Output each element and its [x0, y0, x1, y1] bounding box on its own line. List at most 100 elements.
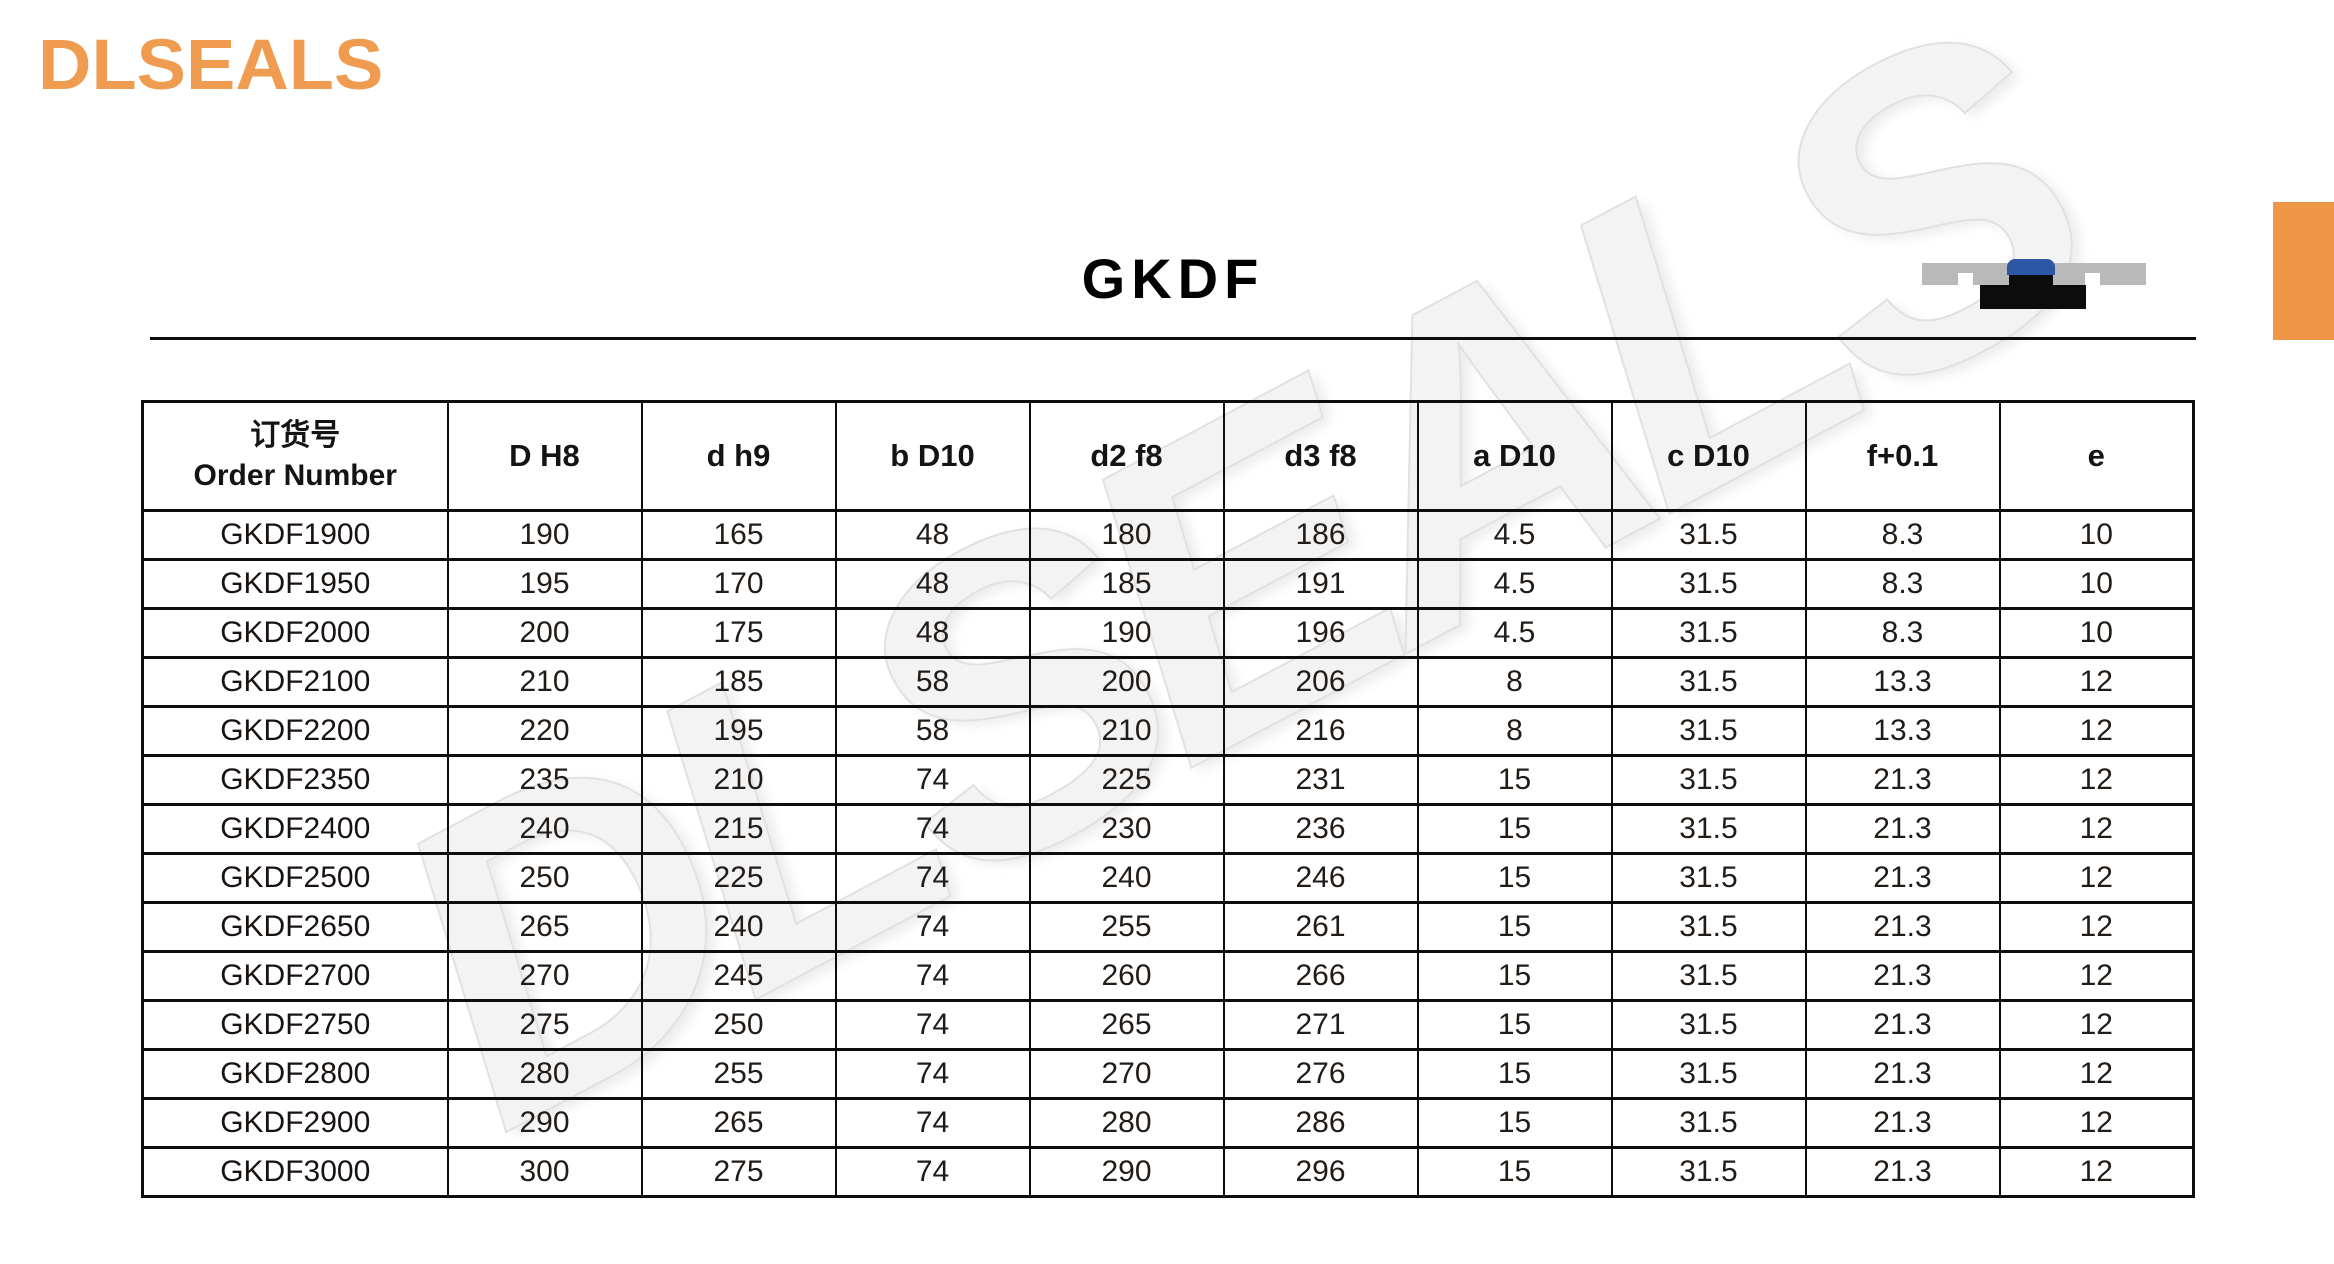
order-cell: GKDF2750	[141, 999, 449, 1051]
value-cell: 31.5	[1610, 852, 1807, 904]
value-cell: 230	[1028, 803, 1225, 855]
table-row-gkdf2900: GKDF2900 290 265 74 280 286 15 31.5 21.3 12	[141, 1097, 2195, 1149]
table-row-gkdf2700: GKDF2700 270 245 74 260 266 15 31.5 21.3 12	[141, 950, 2195, 1002]
value-cell: 31.5	[1610, 558, 1807, 610]
value-cell: 21.3	[1804, 1048, 2001, 1100]
value-cell: 15	[1416, 1146, 1613, 1198]
value-cell: 48	[834, 558, 1031, 610]
order-cell: GKDF2700	[141, 950, 449, 1002]
value-cell: 31.5	[1610, 950, 1807, 1002]
value-cell: 31.5	[1610, 607, 1807, 659]
value-cell: 260	[1028, 950, 1225, 1002]
value-cell: 31.5	[1610, 705, 1807, 757]
value-cell: 21.3	[1804, 901, 2001, 953]
value-cell: 74	[834, 803, 1031, 855]
value-cell: 275	[640, 1146, 837, 1198]
value-cell: 8.3	[1804, 509, 2001, 561]
column-header-d-h9: d h9	[640, 400, 837, 512]
value-cell: 15	[1416, 1097, 1613, 1149]
value-cell: 10	[1998, 607, 2195, 659]
diagram-seal-body	[1980, 285, 2086, 309]
value-cell: 15	[1416, 852, 1613, 904]
value-cell: 165	[640, 509, 837, 561]
value-cell: 21.3	[1804, 852, 2001, 904]
value-cell: 180	[1028, 509, 1225, 561]
value-cell: 13.3	[1804, 656, 2001, 708]
value-cell: 21.3	[1804, 1097, 2001, 1149]
order-cell: GKDF1950	[141, 558, 449, 610]
value-cell: 195	[446, 558, 643, 610]
value-cell: 58	[834, 656, 1031, 708]
value-cell: 276	[1222, 1048, 1419, 1100]
column-header-a-d10: a D10	[1416, 400, 1613, 512]
column-header-d-h8: D H8	[446, 400, 643, 512]
value-cell: 12	[1998, 901, 2195, 953]
value-cell: 12	[1998, 950, 2195, 1002]
value-cell: 270	[1028, 1048, 1225, 1100]
value-cell: 270	[446, 950, 643, 1002]
value-cell: 195	[640, 705, 837, 757]
value-cell: 175	[640, 607, 837, 659]
value-cell: 74	[834, 950, 1031, 1002]
table-row-gkdf2650: GKDF2650 265 240 74 255 261 15 31.5 21.3 12	[141, 901, 2195, 953]
column-header-e: e	[1998, 400, 2195, 512]
value-cell: 8	[1416, 656, 1613, 708]
value-cell: 4.5	[1416, 607, 1613, 659]
value-cell: 31.5	[1610, 1146, 1807, 1198]
value-cell: 15	[1416, 754, 1613, 806]
value-cell: 31.5	[1610, 803, 1807, 855]
table-row-gkdf2500: GKDF2500 250 225 74 240 246 15 31.5 21.3 12	[141, 852, 2195, 904]
value-cell: 185	[1028, 558, 1225, 610]
value-cell: 290	[1028, 1146, 1225, 1198]
value-cell: 215	[640, 803, 837, 855]
value-cell: 185	[640, 656, 837, 708]
value-cell: 261	[1222, 901, 1419, 953]
value-cell: 48	[834, 607, 1031, 659]
column-header-b-d10: b D10	[834, 400, 1031, 512]
value-cell: 265	[640, 1097, 837, 1149]
value-cell: 31.5	[1610, 656, 1807, 708]
table-row-gkdf3000: GKDF3000 300 275 74 290 296 15 31.5 21.3 12	[141, 1146, 2195, 1198]
value-cell: 271	[1222, 999, 1419, 1051]
column-header-f+0.1: f+0.1	[1804, 400, 2001, 512]
value-cell: 246	[1222, 852, 1419, 904]
value-cell: 10	[1998, 509, 2195, 561]
value-cell: 280	[1028, 1097, 1225, 1149]
value-cell: 216	[1222, 705, 1419, 757]
page-edge-tab	[2273, 202, 2334, 340]
value-cell: 250	[446, 852, 643, 904]
value-cell: 231	[1222, 754, 1419, 806]
order-number-header: 订货号 Order Number	[141, 400, 449, 512]
value-cell: 12	[1998, 1048, 2195, 1100]
table-row-gkdf2800: GKDF2800 280 255 74 270 276 15 31.5 21.3 12	[141, 1048, 2195, 1100]
value-cell: 21.3	[1804, 803, 2001, 855]
table-row-gkdf1900: GKDF1900 190 165 48 180 186 4.5 31.5 8.3 10	[141, 509, 2195, 561]
value-cell: 15	[1416, 901, 1613, 953]
value-cell: 48	[834, 509, 1031, 561]
order-cell: GKDF2000	[141, 607, 449, 659]
table-row-gkdf2100: GKDF2100 210 185 58 200 206 8 31.5 13.3 12	[141, 656, 2195, 708]
value-cell: 31.5	[1610, 901, 1807, 953]
value-cell: 12	[1998, 1146, 2195, 1198]
value-cell: 186	[1222, 509, 1419, 561]
value-cell: 240	[640, 901, 837, 953]
order-cell: GKDF2100	[141, 656, 449, 708]
value-cell: 15	[1416, 999, 1613, 1051]
value-cell: 21.3	[1804, 999, 2001, 1051]
value-cell: 8.3	[1804, 558, 2001, 610]
value-cell: 12	[1998, 852, 2195, 904]
column-header-c-d10: c D10	[1610, 400, 1807, 512]
column-header-d2-f8: d2 f8	[1028, 400, 1225, 512]
page-title: GKDF	[1081, 247, 1265, 310]
value-cell: 8	[1416, 705, 1613, 757]
brand-logo: DLSEALS	[38, 24, 384, 105]
order-cell: GKDF2350	[141, 754, 449, 806]
value-cell: 31.5	[1610, 1048, 1807, 1100]
value-cell: 265	[446, 901, 643, 953]
value-cell: 13.3	[1804, 705, 2001, 757]
value-cell: 210	[640, 754, 837, 806]
diagram-plate-notch-right	[2085, 273, 2100, 285]
value-cell: 236	[1222, 803, 1419, 855]
column-header-d3-f8: d3 f8	[1222, 400, 1419, 512]
order-number-header-en: Order Number	[193, 459, 397, 492]
